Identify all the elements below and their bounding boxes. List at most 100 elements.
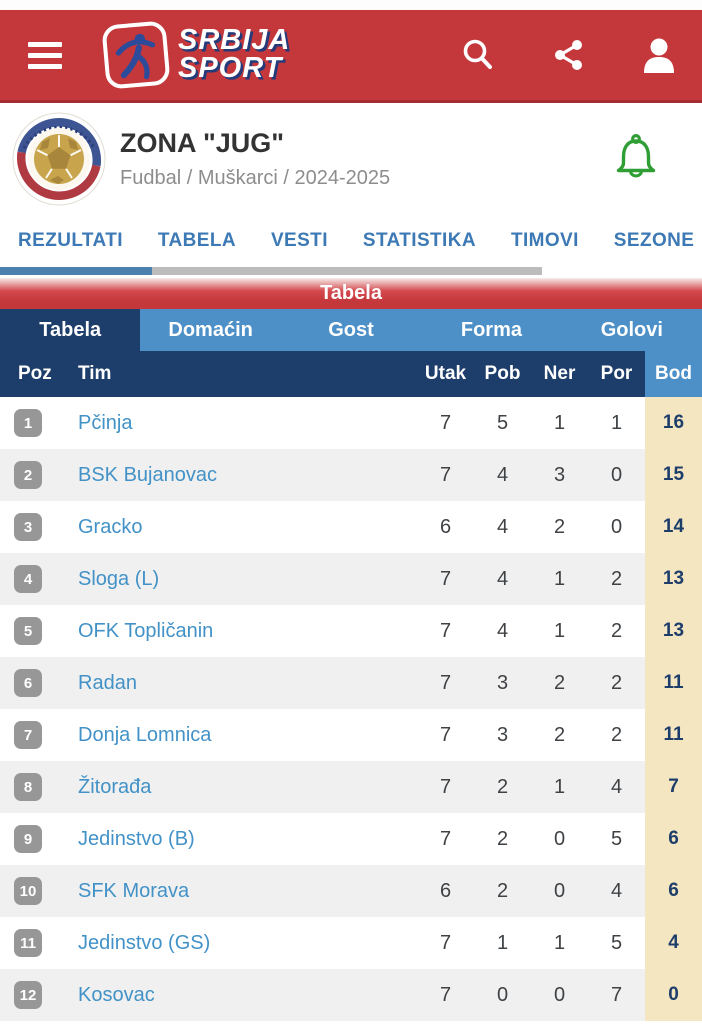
team-name-link[interactable]: Žitorađa <box>78 775 152 798</box>
col-header-tim: Tim <box>78 363 112 384</box>
nav-tab[interactable]: STATISTIKA <box>362 230 476 251</box>
table-row[interactable]: 6 Radan 7 3 2 2 11 <box>0 657 702 709</box>
table-row[interactable]: 11 Jedinstvo (GS) 7 1 1 5 4 <box>0 917 702 969</box>
club-logo <box>12 112 106 206</box>
position-badge: 8 <box>14 773 42 801</box>
table-row[interactable]: 5 OFK Topličanin 7 4 1 2 13 <box>0 605 702 657</box>
stat-por: 0 <box>610 515 623 538</box>
team-name-link[interactable]: Jedinstvo (GS) <box>78 931 211 954</box>
team-name-link[interactable]: BSK Bujanovac <box>78 463 217 486</box>
breadcrumb: Fudbal / Muškarci / 2024-2025 <box>120 167 391 189</box>
sub-tab[interactable]: Domaćin <box>168 318 253 341</box>
nav-tab[interactable]: TIMOVI <box>510 230 579 251</box>
nav-scrollbar[interactable] <box>0 267 702 275</box>
stat-por: 0 <box>610 463 623 486</box>
table-row[interactable]: 4 Sloga (L) 7 4 1 2 13 <box>0 553 702 605</box>
position-badge: 6 <box>14 669 42 697</box>
stat-utak: 7 <box>439 619 452 642</box>
stat-bod: 16 <box>645 397 702 449</box>
stat-pob: 2 <box>496 827 509 850</box>
nav-active-indicator <box>0 267 152 275</box>
position-badge: 2 <box>14 461 42 489</box>
stat-por: 2 <box>610 619 623 642</box>
stat-ner: 2 <box>553 723 566 746</box>
stat-pob: 5 <box>496 411 509 434</box>
stat-bod: 13 <box>645 553 702 605</box>
stat-utak: 7 <box>439 775 452 798</box>
stat-bod: 4 <box>645 917 702 969</box>
stat-utak: 7 <box>439 671 452 694</box>
stat-utak: 6 <box>439 515 452 538</box>
stat-por: 2 <box>610 567 623 590</box>
sub-tab[interactable]: Forma <box>460 318 522 341</box>
stat-por: 5 <box>610 827 623 850</box>
site-logo[interactable]: SRBIJA SPORT <box>101 20 290 90</box>
col-header-bod: Bod <box>645 351 702 397</box>
sub-tab[interactable]: Gost <box>328 318 374 341</box>
stat-ner: 2 <box>553 515 566 538</box>
stat-utak: 7 <box>439 931 452 954</box>
position-badge: 1 <box>14 409 42 437</box>
position-badge: 10 <box>14 877 42 905</box>
team-name-link[interactable]: Pčinja <box>78 411 133 434</box>
team-name-link[interactable]: OFK Topličanin <box>78 619 214 642</box>
stat-bod: 0 <box>645 969 702 1021</box>
stat-pob: 4 <box>496 619 509 642</box>
stat-bod: 14 <box>645 501 702 553</box>
stat-ner: 0 <box>553 827 566 850</box>
stat-ner: 3 <box>553 463 566 486</box>
stat-utak: 7 <box>439 723 452 746</box>
stat-bod: 13 <box>645 605 702 657</box>
col-header-utak: Utak <box>424 363 467 384</box>
notification-bell-icon[interactable] <box>612 131 660 188</box>
team-name-link[interactable]: Radan <box>78 671 137 694</box>
table-row[interactable]: 10 SFK Morava 6 2 0 4 6 <box>0 865 702 917</box>
table-row[interactable]: 3 Gracko 6 4 2 0 14 <box>0 501 702 553</box>
sub-tab[interactable]: Tabela <box>0 309 141 351</box>
stat-bod: 11 <box>645 657 702 709</box>
stat-ner: 0 <box>553 983 566 1006</box>
stat-pob: 3 <box>496 723 509 746</box>
nav-tab[interactable]: REZULTATI <box>18 230 123 251</box>
table-row[interactable]: 12 Kosovac 7 0 0 7 0 <box>0 969 702 1021</box>
stat-por: 2 <box>610 671 623 694</box>
team-name-link[interactable]: Gracko <box>78 515 143 538</box>
app-header: SRBIJA SPORT <box>0 10 702 103</box>
team-name-link[interactable]: Jedinstvo (B) <box>78 827 195 850</box>
nav-tab[interactable]: SEZONE <box>613 230 695 251</box>
stat-ner: 1 <box>553 931 566 954</box>
nav-tab[interactable]: TABELA <box>157 230 236 251</box>
stat-bod: 15 <box>645 449 702 501</box>
table-row[interactable]: 9 Jedinstvo (B) 7 2 0 5 6 <box>0 813 702 865</box>
stat-bod: 11 <box>645 709 702 761</box>
stat-ner: 2 <box>553 671 566 694</box>
team-name-link[interactable]: Sloga (L) <box>78 567 160 590</box>
sub-tab[interactable]: Golovi <box>600 318 663 341</box>
section-title-bar: Tabela <box>0 278 702 309</box>
stat-utak: 7 <box>439 463 452 486</box>
page-title: ZONA "JUG" <box>120 128 285 158</box>
col-header-ner: Ner <box>543 363 576 384</box>
stat-ner: 1 <box>553 619 566 642</box>
hamburger-menu-icon[interactable] <box>28 41 62 69</box>
logo-figure-icon <box>101 20 171 90</box>
team-name-link[interactable]: SFK Morava <box>78 879 190 902</box>
stat-pob: 1 <box>496 931 509 954</box>
stat-por: 1 <box>610 411 623 434</box>
table-header-row: Poz Tim Utak Pob Ner Por Bod <box>0 351 702 397</box>
stat-pob: 3 <box>496 671 509 694</box>
user-account-icon[interactable] <box>642 37 676 73</box>
stat-utak: 7 <box>439 983 452 1006</box>
stat-pob: 4 <box>496 463 509 486</box>
table-row[interactable]: 1 Pčinja 7 5 1 1 16 <box>0 397 702 449</box>
team-name-link[interactable]: Donja Lomnica <box>78 723 212 746</box>
stat-pob: 4 <box>496 567 509 590</box>
share-icon[interactable] <box>552 38 586 72</box>
table-row[interactable]: 2 BSK Bujanovac 7 4 3 0 15 <box>0 449 702 501</box>
stat-bod: 6 <box>645 865 702 917</box>
search-icon[interactable] <box>460 37 496 73</box>
nav-tab[interactable]: VESTI <box>270 230 328 251</box>
table-row[interactable]: 8 Žitorađa 7 2 1 4 7 <box>0 761 702 813</box>
table-row[interactable]: 7 Donja Lomnica 7 3 2 2 11 <box>0 709 702 761</box>
team-name-link[interactable]: Kosovac <box>78 983 155 1006</box>
